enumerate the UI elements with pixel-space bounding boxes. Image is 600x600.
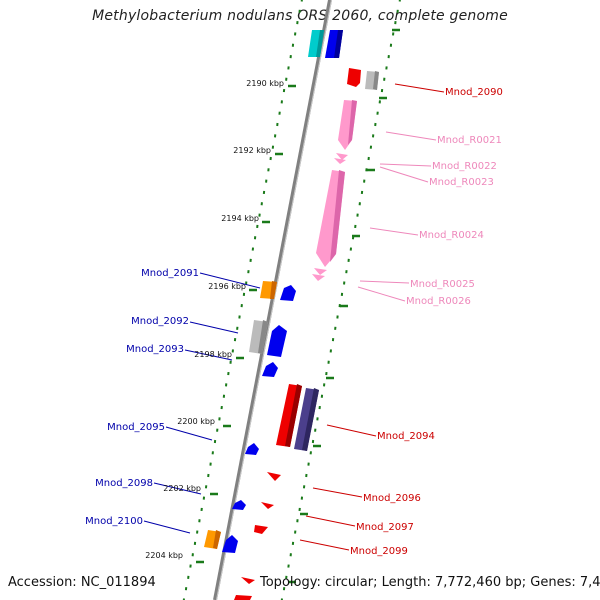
gene-labels: Mnod_2090 Mnod_R0021 Mnod_R0022 Mnod_R00… <box>85 87 503 557</box>
gene-label[interactable]: Mnod_2095 <box>107 422 165 433</box>
gene-label[interactable]: Mnod_2094 <box>377 431 435 442</box>
feature-track-forward <box>234 30 379 600</box>
rna-mnod-r0024-shade <box>330 170 345 262</box>
gene-label[interactable]: Mnod_2099 <box>350 546 408 557</box>
scale-label: 2196 kbp <box>208 282 246 291</box>
gene-label[interactable]: Mnod_2092 <box>131 316 189 327</box>
gene-mnod-2091-orange-shade <box>270 281 277 299</box>
gene-bottom-red-1[interactable] <box>241 577 255 584</box>
gene-label[interactable]: Mnod_2091 <box>141 268 199 279</box>
gene-label[interactable]: Mnod_R0024 <box>419 230 484 241</box>
label-connectors <box>143 83 445 551</box>
gene-label[interactable]: Mnod_R0023 <box>429 177 494 188</box>
gene-label[interactable]: Mnod_R0026 <box>406 296 471 307</box>
scale-label: 2194 kbp <box>221 214 259 223</box>
gene-mnod-2090[interactable] <box>347 68 361 87</box>
rna-mnod-r0021-shade <box>348 100 357 145</box>
tick-track-right <box>280 0 401 600</box>
gene-navy-2094b-shade <box>302 388 319 451</box>
gene-label[interactable]: Mnod_R0021 <box>437 135 502 146</box>
rna-mnod-r0025[interactable] <box>314 268 327 275</box>
gene-mnod-2098[interactable] <box>232 500 246 510</box>
gene-mnod-2095[interactable] <box>245 443 259 455</box>
gene-mnod-2097[interactable] <box>261 502 274 509</box>
scale-label: 2202 kbp <box>163 484 201 493</box>
gene-mnod-2100-orange-shade <box>213 530 221 549</box>
gene-label[interactable]: Mnod_R0022 <box>432 161 497 172</box>
gene-blue-top-shade <box>334 30 343 58</box>
scale-label: 2198 kbp <box>194 350 232 359</box>
topology-text: Topology: circular; Length: 7,772,460 bp… <box>260 575 600 590</box>
gene-mnod-2091[interactable] <box>280 285 296 301</box>
gene-gray-2090b-shade <box>373 71 379 90</box>
scale-label: 2200 kbp <box>177 417 215 426</box>
scale-label: 2190 kbp <box>246 79 284 88</box>
accession-text: Accession: NC_011894 <box>8 575 156 590</box>
gene-mnod-2099[interactable] <box>254 525 268 534</box>
rna-mnod-r0023[interactable] <box>334 158 346 164</box>
gene-label[interactable]: Mnod_R0025 <box>410 279 475 290</box>
rna-mnod-r0026[interactable] <box>312 274 325 281</box>
map-title: Methylobacterium nodulans ORS 2060, comp… <box>92 8 508 24</box>
gene-mnod-2100[interactable] <box>222 535 238 553</box>
feature-track-reverse <box>204 281 296 553</box>
scale-labels: 2190 kbp 2192 kbp 2194 kbp 2196 kbp 2198… <box>145 79 284 560</box>
gene-mnod-2092-gray-shade <box>258 320 268 354</box>
scale-label: 2204 kbp <box>145 551 183 560</box>
gene-label[interactable]: Mnod_2098 <box>95 478 153 489</box>
genome-backbone-highlight <box>216 0 332 600</box>
gene-label[interactable]: Mnod_2096 <box>363 493 421 504</box>
tick-track-left <box>182 0 303 600</box>
gene-mnod-2092[interactable] <box>267 325 287 357</box>
gene-label[interactable]: Mnod_2090 <box>445 87 503 98</box>
gene-mnod-2094-shade <box>285 384 302 447</box>
gene-mnod-2096[interactable] <box>267 472 281 481</box>
gene-cyan-top-shade <box>316 30 324 57</box>
genome-backbone <box>213 0 332 600</box>
gene-label[interactable]: Mnod_2093 <box>126 344 184 355</box>
gene-mnod-2093[interactable] <box>262 362 278 377</box>
scale-label: 2192 kbp <box>233 146 271 155</box>
rna-mnod-r0022[interactable] <box>336 153 348 160</box>
major-ticks <box>196 28 400 584</box>
gene-label[interactable]: Mnod_2100 <box>85 516 143 527</box>
gene-label[interactable]: Mnod_2097 <box>356 522 414 533</box>
gene-bottom-red-2[interactable] <box>234 595 252 600</box>
